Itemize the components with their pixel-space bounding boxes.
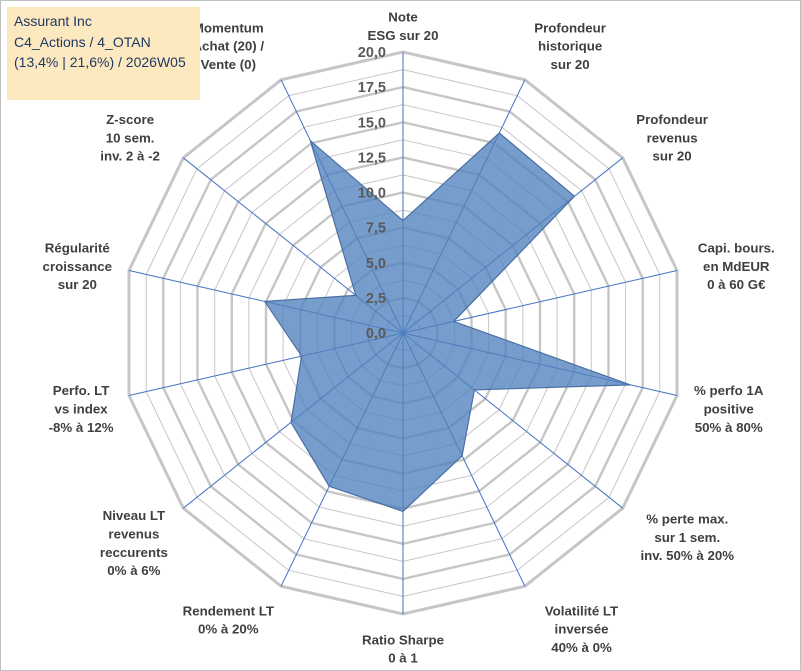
axis-label-line: vs index	[54, 402, 108, 417]
axis-label-line: 40% à 0%	[551, 640, 612, 655]
company-name: Assurant Inc	[14, 13, 92, 29]
axis-label-line: 0% à 6%	[107, 563, 160, 578]
axis-label: % perte max. sur 1 sem. inv. 50% à 20%	[640, 512, 734, 564]
axis-label-line: croissance	[43, 259, 112, 274]
tick-label: 0,0	[366, 326, 386, 342]
axis-label-line: sur 20	[58, 277, 97, 292]
axis-label: Rendement LT 0% à 20%	[183, 603, 274, 636]
axis-label-line: Z-score	[106, 112, 154, 127]
axis-label: Profondeur revenus sur 20	[636, 112, 708, 164]
axis-label: Capi. bours. en MdEUR 0 à 60 G€	[698, 241, 775, 293]
axis-label-line: % perte max.	[646, 512, 728, 527]
tick-label: 7,5	[366, 221, 386, 237]
axis-label-line: positive	[704, 402, 754, 417]
axis-label: Volatilité LT inversée 40% à 0%	[545, 603, 618, 655]
axis-label-line: Achat (20) /	[192, 39, 264, 54]
axis-label-line: 0 à 1	[388, 651, 418, 666]
tick-label: 15,0	[358, 115, 386, 131]
axis-label-line: 0% à 20%	[198, 622, 259, 637]
axis-label-line: historique	[538, 39, 602, 54]
axis-label-line: Niveau LT	[103, 508, 166, 523]
axis-label-line: ESG sur 20	[368, 28, 439, 43]
axis-label-line: inv. 50% à 20%	[640, 548, 734, 563]
axis-label-line: inv. 2 à -2	[100, 149, 160, 164]
axis-label-line: Note	[388, 10, 418, 25]
axis-label: Niveau LT revenus reccurents 0% à 6%	[100, 508, 168, 578]
tick-label: 20,0	[358, 45, 386, 61]
axis-label-line: 50% à 80%	[695, 420, 763, 435]
radial-tick-labels: 0,0 2,5 5,0 7,5 10,0 12,5 15,0 17,5 20,0	[358, 45, 386, 342]
axis-label: Perfo. LT vs index -8% à 12%	[49, 383, 114, 435]
tick-label: 10,0	[358, 186, 386, 202]
axis-labels: Note ESG sur 20 Profondeur historique sur 20…	[43, 10, 775, 666]
axis-label-line: Ratio Sharpe	[362, 632, 444, 647]
axis-label-line: sur 20	[653, 149, 692, 164]
axis-label-line: Capi. bours.	[698, 241, 775, 256]
performance-label: (13,4% | 21,6%) / 2026W05	[14, 54, 186, 70]
axis-label-line: reccurents	[100, 545, 168, 560]
axis-label: Profondeur historique sur 20	[534, 20, 606, 72]
tick-label: 17,5	[358, 80, 386, 96]
axis-label: % perfo 1A positive 50% à 80%	[694, 383, 764, 435]
axis-label-line: Volatilité LT	[545, 603, 618, 618]
axis-label-line: sur 1 sem.	[654, 530, 720, 545]
axis-label-line: Vente (0)	[201, 57, 256, 72]
tick-label: 5,0	[366, 256, 386, 272]
axis-label-line: Rendement LT	[183, 603, 274, 618]
axis-label-line: en MdEUR	[703, 259, 770, 274]
axis-label-line: % perfo 1A	[694, 383, 764, 398]
tick-label: 12,5	[358, 150, 386, 166]
category-label: C4_Actions / 4_OTAN	[14, 33, 151, 50]
axis-label-line: sur 20	[551, 57, 590, 72]
axis-label: Régularité croissance sur 20	[43, 241, 112, 293]
axis-label-line: inversée	[555, 622, 609, 637]
axis-label-line: revenus	[647, 130, 698, 145]
axis-label-line: 10 sem.	[106, 130, 155, 145]
axis-label-line: Perfo. LT	[53, 383, 110, 398]
info-box: Assurant Inc C4_Actions / 4_OTAN (13,4% …	[7, 7, 200, 100]
axis-label: Note ESG sur 20	[368, 10, 439, 43]
series-area	[263, 132, 631, 513]
axis-label-line: 0 à 60 G€	[707, 277, 766, 292]
tick-label: 2,5	[366, 291, 386, 307]
axis-label: Z-score 10 sem. inv. 2 à -2	[100, 112, 160, 164]
axis-label: Momentum Achat (20) / Vente (0)	[192, 20, 264, 72]
axis-label-line: revenus	[108, 527, 159, 542]
series-layer	[263, 132, 631, 513]
axis-label-line: -8% à 12%	[49, 420, 114, 435]
axis-label-line: Profondeur	[636, 112, 708, 127]
axis-label-line: Régularité	[45, 241, 110, 256]
axis-label: Ratio Sharpe 0 à 1	[362, 632, 444, 665]
axis-label-line: Momentum	[193, 20, 264, 35]
axis-label-line: Profondeur	[534, 20, 606, 35]
